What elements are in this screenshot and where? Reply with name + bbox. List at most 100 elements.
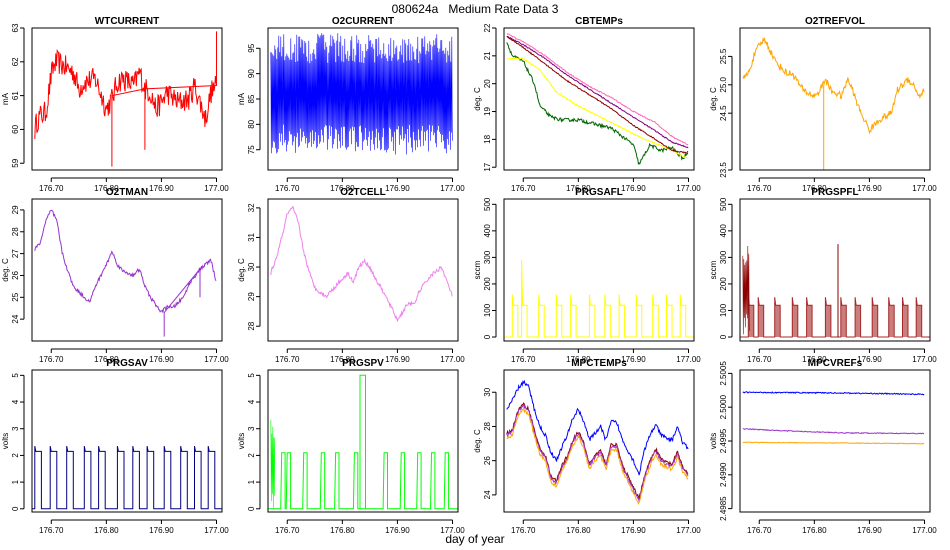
- x-tick-label: 176.90: [385, 184, 410, 193]
- pulse-fill: [792, 305, 798, 338]
- series-line: [506, 402, 689, 500]
- panel-o2current: O2CURRENT 176.70 176.80 176.90 177.00 75 80 85 9…: [237, 16, 465, 193]
- y-tick-label: 3: [11, 426, 20, 431]
- plot-frame: [503, 27, 695, 171]
- x-tick-label: 176.90: [385, 355, 410, 364]
- pulse-line: [268, 452, 458, 510]
- x-axis-label: day of year: [445, 532, 504, 546]
- series-line: [34, 209, 217, 313]
- y-tick-label: 25: [11, 292, 20, 301]
- plot-area: [742, 37, 925, 170]
- y-axis-label: deg. C: [709, 87, 718, 111]
- y-tick-label: 31: [247, 232, 256, 241]
- plot-area: [506, 33, 689, 165]
- y-axis-label: deg. C: [237, 258, 246, 282]
- series-line: [506, 57, 689, 159]
- x-tick-label: 176.90: [149, 184, 174, 193]
- x-tick-label: 176.80: [94, 184, 119, 193]
- panel-prgsav: PRGSAV 176.70 176.80 176.90 177.00 0 1 2 3 4 5 volt…: [1, 358, 229, 535]
- panel-prgspv: PRGSPV 176.70 176.80 176.90 177.00 0 1 2 3 4 5 volt…: [237, 358, 465, 535]
- plot-frame: [31, 198, 223, 342]
- y-tick-label: 2.5005: [719, 361, 728, 386]
- x-tick-label: 176.90: [621, 526, 646, 535]
- y-tick-label: 24: [483, 490, 492, 499]
- y-tick-label: 29: [11, 205, 20, 214]
- x-tick-label: 176.70: [511, 184, 536, 193]
- x-tick-label: 177.00: [204, 355, 229, 364]
- y-tick-label: 75: [247, 145, 256, 154]
- y-tick-label: 1: [247, 479, 256, 484]
- panel-title: O2TREFVOL: [805, 16, 865, 27]
- series-line: [742, 441, 925, 445]
- series-line: [270, 419, 276, 509]
- series-line: [270, 33, 453, 155]
- panel-o2tcell: O2TCELL 176.70 176.80 176.90 177.00 28 29 30 31 3…: [237, 187, 465, 364]
- y-tick-label: 25.0: [719, 76, 728, 92]
- pulse-line: [32, 446, 222, 510]
- y-tick-label: 500: [719, 197, 728, 211]
- y-axis-label: mA: [1, 92, 10, 105]
- x-tick-label: 177.00: [676, 184, 701, 193]
- pulse-fill: [916, 305, 922, 338]
- y-axis-label: sccm: [709, 260, 718, 279]
- x-tick-label: 176.80: [566, 355, 591, 364]
- series-line: [742, 37, 925, 135]
- y-tick-label: 28: [11, 227, 20, 236]
- pulse-fill: [806, 305, 813, 338]
- y-tick-label: 300: [483, 250, 492, 264]
- figure-run-id: 080624a: [392, 2, 439, 16]
- y-tick-label: 60: [11, 124, 20, 133]
- y-tick-label: 26: [11, 270, 20, 279]
- x-tick-label: 176.80: [330, 184, 355, 193]
- y-tick-label: 400: [719, 224, 728, 238]
- y-tick-label: 29: [247, 292, 256, 301]
- y-axis-label: volts: [1, 433, 10, 449]
- x-tick-label: 176.90: [621, 184, 646, 193]
- x-tick-label: 176.90: [857, 184, 882, 193]
- series-line: [34, 48, 217, 140]
- x-tick-label: 176.70: [39, 526, 64, 535]
- y-tick-label: 59: [11, 158, 20, 167]
- plot-area: [32, 446, 222, 510]
- y-axis-label: volts: [709, 433, 718, 449]
- y-tick-label: 300: [719, 250, 728, 264]
- y-tick-label: 30: [483, 387, 492, 396]
- plot-area: [742, 391, 925, 445]
- y-tick-label: 80: [247, 119, 256, 128]
- x-tick-label: 176.80: [802, 184, 827, 193]
- panel-title: MPCVREFs: [808, 358, 863, 369]
- x-tick-label: 177.00: [440, 526, 465, 535]
- y-axis-label: deg. C: [473, 87, 482, 111]
- x-tick-label: 176.80: [94, 526, 119, 535]
- y-tick-label: 24.5: [719, 105, 728, 121]
- panel-title: PRGSAFL: [575, 187, 623, 198]
- plot-area: [740, 244, 930, 338]
- y-tick-label: 100: [483, 303, 492, 317]
- series-line: [163, 267, 201, 337]
- pulse-fill: [774, 305, 781, 338]
- pulse-fill: [748, 305, 754, 338]
- plot-area: [506, 379, 689, 505]
- panel-title: PRGSPV: [342, 358, 384, 369]
- x-tick-label: 176.80: [802, 355, 827, 364]
- x-tick-label: 176.90: [149, 526, 174, 535]
- series-line: [506, 35, 689, 155]
- y-tick-label: 4: [247, 399, 256, 404]
- y-tick-label: 25.5: [719, 48, 728, 64]
- panel-title: PRGSPFL: [811, 187, 858, 198]
- x-tick-label: 176.90: [857, 355, 882, 364]
- y-axis-label: deg. C: [473, 429, 482, 453]
- y-tick-label: 400: [483, 224, 492, 238]
- y-tick-label: 32: [247, 203, 256, 212]
- x-tick-label: 176.70: [39, 355, 64, 364]
- y-axis-label: volts: [237, 433, 246, 449]
- y-tick-label: 2: [247, 453, 256, 458]
- panel-o2tman: O2TMAN 176.70 176.80 176.90 177.00 24 25 26 27 28…: [1, 187, 229, 364]
- series-line: [506, 403, 689, 503]
- x-tick-label: 176.90: [621, 355, 646, 364]
- panel-prgsafl: PRGSAFL 176.70 176.80 176.90 177.00 0 100 200 30…: [473, 187, 701, 364]
- y-tick-label: 28: [247, 321, 256, 330]
- y-axis-label: sccm: [473, 260, 482, 279]
- x-tick-label: 176.70: [275, 184, 300, 193]
